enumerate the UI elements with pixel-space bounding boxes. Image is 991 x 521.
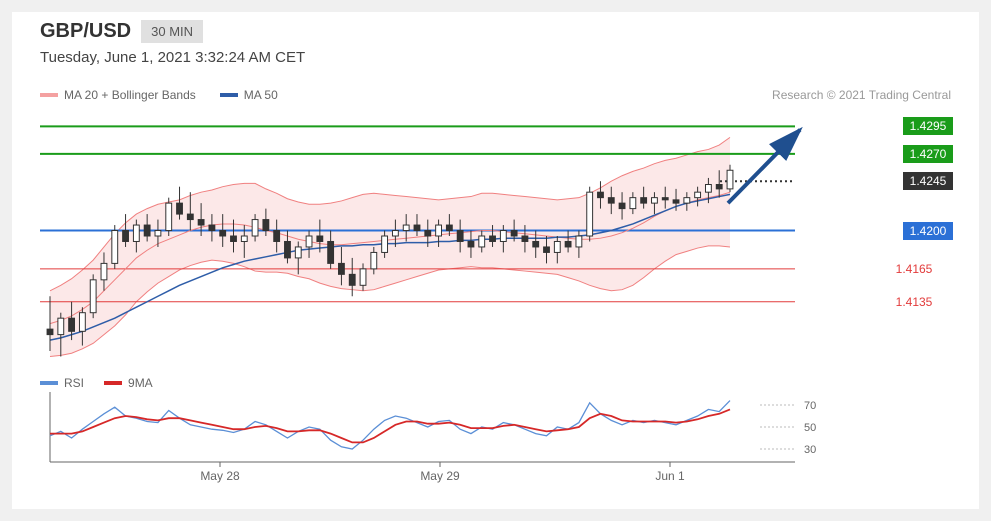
legend-ma50-label: MA 50 [244, 88, 278, 102]
legend-rsi: RSI [40, 376, 84, 390]
price-legend-row: MA 20 + Bollinger Bands MA 50 Research ©… [12, 72, 979, 106]
svg-text:30: 30 [804, 444, 816, 456]
svg-text:70: 70 [804, 400, 816, 412]
svg-text:50: 50 [804, 422, 816, 434]
price-level-1.4295: 1.4295 [903, 117, 953, 135]
rsi-legend-row: RSI 9MA [12, 366, 979, 392]
attribution: Research © 2021 Trading Central [772, 88, 951, 102]
price-level-1.4245: 1.4245 [903, 172, 953, 190]
price-chart[interactable] [40, 106, 860, 366]
svg-text:May 29: May 29 [420, 469, 460, 483]
legend-rsi-ma: 9MA [104, 376, 153, 390]
svg-text:Jun 1: Jun 1 [655, 469, 685, 483]
chart-card: GBP/USD 30 MIN Tuesday, June 1, 2021 3:3… [12, 12, 979, 509]
swatch-ma50 [220, 93, 238, 97]
svg-text:May 28: May 28 [200, 469, 240, 483]
legend-bollinger: MA 20 + Bollinger Bands [40, 88, 196, 102]
price-level-1.427: 1.4270 [903, 145, 953, 163]
header: GBP/USD 30 MIN [12, 12, 979, 47]
legend-bollinger-label: MA 20 + Bollinger Bands [64, 88, 196, 102]
price-level-1.42: 1.4200 [903, 222, 953, 240]
price-level-1.4165: 1.4165 [889, 260, 939, 278]
timeframe-badge: 30 MIN [141, 20, 203, 43]
legend-rsi-label: RSI [64, 376, 84, 390]
swatch-bollinger [40, 93, 58, 97]
legend-ma50: MA 50 [220, 88, 278, 102]
instrument-pair: GBP/USD [40, 20, 131, 43]
legend-rsi-ma-label: 9MA [128, 376, 153, 390]
rsi-chart[interactable]: 30 50 70 May 28 May 29 Jun 1 [40, 392, 860, 486]
timestamp: Tuesday, June 1, 2021 3:32:24 AM CET [12, 47, 979, 72]
rsi-chart-wrap: 30 50 70 May 28 May 29 Jun 1 [40, 392, 951, 486]
swatch-rsi-ma [104, 381, 122, 385]
price-level-1.4135: 1.4135 [889, 293, 939, 311]
swatch-rsi [40, 381, 58, 385]
price-chart-wrap: 1.4295 1.4270 1.4245 1.4200 1.4165 1.4135 [40, 106, 951, 366]
